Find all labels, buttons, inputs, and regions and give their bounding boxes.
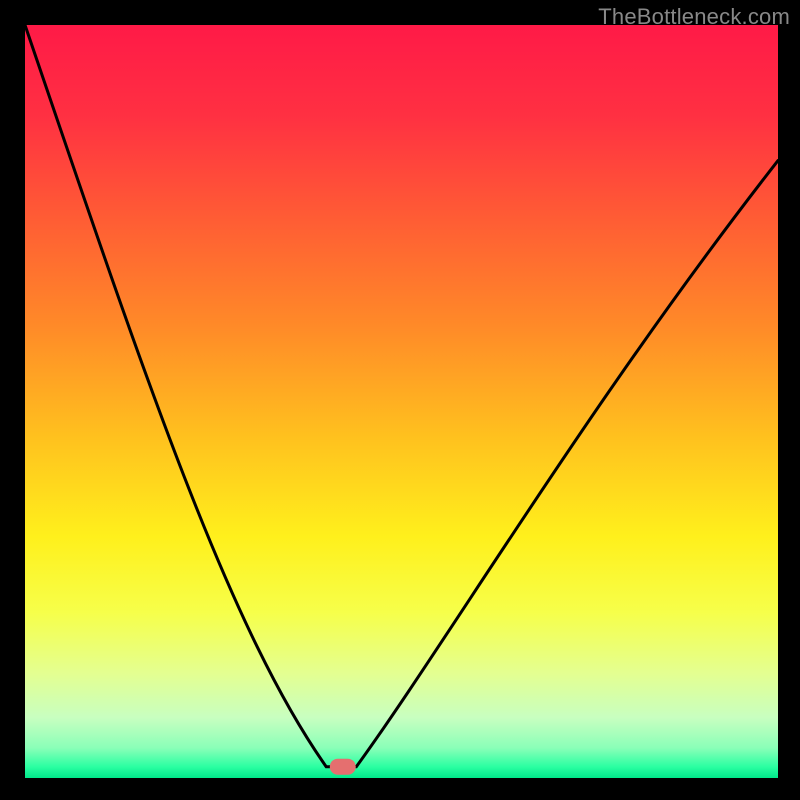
optimal-point-marker (330, 759, 356, 775)
plot-background (25, 25, 778, 778)
chart-frame: TheBottleneck.com (0, 0, 800, 800)
watermark-text: TheBottleneck.com (598, 4, 790, 30)
bottleneck-chart (0, 0, 800, 800)
